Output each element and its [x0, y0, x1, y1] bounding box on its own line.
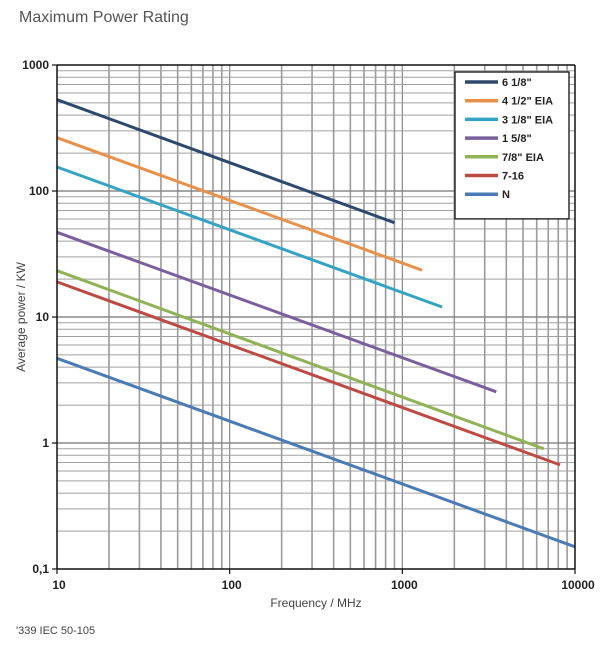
- x-tick-label: 10000: [561, 578, 595, 592]
- legend-label: 1 5/8": [502, 133, 532, 145]
- x-tick-label: 1000: [391, 578, 418, 592]
- series-line-7-8-eia: [56, 269, 545, 451]
- x-tick-label: 100: [222, 578, 242, 592]
- series-lines: [56, 98, 576, 549]
- footnote: '339 IEC 50-105: [16, 625, 96, 637]
- legend-label: 4 1/2" EIA: [502, 96, 553, 108]
- series-line-4-1-2-eia: [56, 136, 423, 272]
- x-tick-label: 10: [52, 578, 66, 592]
- legend-label: 7-16: [502, 171, 524, 183]
- y-tick-label: 0,1: [32, 562, 49, 576]
- y-tick-label: 10: [36, 310, 50, 324]
- legend-label: 3 1/8" EIA: [502, 114, 553, 126]
- chart-title: Maximum Power Rating: [19, 9, 189, 26]
- tick-labels: 0,1 1 10 100 1000 10 100 1000 10000: [22, 58, 595, 592]
- series-line-6-1-8: [56, 98, 395, 225]
- series-line-3-1-8-eia: [56, 165, 443, 309]
- series-line-n: [56, 356, 576, 549]
- legend-label: N: [502, 189, 510, 201]
- y-tick-label: 100: [29, 184, 49, 198]
- series-line-1-5-8: [56, 230, 497, 394]
- legend-box: [454, 71, 570, 220]
- series-line-7-16: [56, 280, 561, 467]
- legend-label: 6 1/8": [502, 77, 532, 89]
- legend-label: 7/8" EIA: [502, 152, 544, 164]
- y-tick-label: 1000: [22, 58, 49, 72]
- y-tick-label: 1: [42, 436, 49, 450]
- legend: 6 1/8" 4 1/2" EIA 3 1/8" EIA 1 5/8" 7/8" EIA…: [454, 71, 570, 220]
- y-axis-label: Average power / KW: [14, 261, 28, 372]
- x-axis-label: Frequency / MHz: [270, 596, 361, 610]
